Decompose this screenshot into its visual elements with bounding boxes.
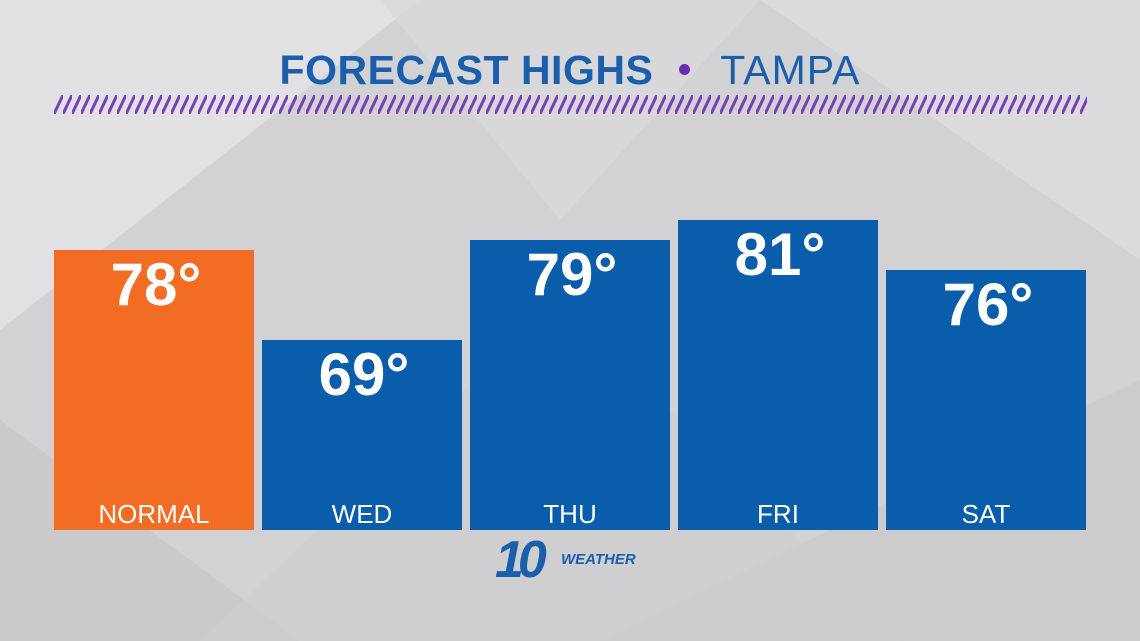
bar-group-thu: 79° THU [470, 240, 670, 530]
logo-number: 10 [495, 533, 547, 581]
bar-group-normal: 78° NORMAL [54, 250, 254, 530]
bar-group-wed: 69° WED [262, 340, 462, 530]
logo-text: WEATHER [561, 551, 636, 568]
hatch-divider [54, 95, 1087, 114]
chart-title: FORECAST HIGHS [279, 47, 654, 93]
bar-group-fri: 81° FRI [678, 220, 878, 530]
bar-fri [678, 220, 878, 530]
chart-header: FORECAST HIGHS TAMPA [0, 40, 1140, 100]
bullet-dot-icon [679, 63, 691, 75]
bar-category-label: FRI [757, 499, 799, 529]
bar-category-label: THU [543, 499, 596, 529]
bar-sat [886, 270, 1086, 530]
chart-subtitle: TAMPA [720, 47, 861, 93]
weather-logo: 10 WEATHER [495, 533, 636, 581]
bar-value-label: 78° [111, 251, 202, 318]
bar-group-sat: 76° SAT [886, 270, 1086, 530]
bar-value-label: 81° [735, 221, 826, 288]
bar-value-label: 79° [527, 241, 618, 308]
bar-thu [470, 240, 670, 530]
bar-wed [262, 340, 462, 530]
bar-value-label: 76° [943, 271, 1034, 338]
bar-category-label: WED [332, 499, 393, 529]
bar-value-label: 69° [319, 341, 410, 408]
bar-category-label: NORMAL [98, 499, 209, 529]
bar-normal [54, 250, 254, 530]
bar-category-label: SAT [962, 499, 1011, 529]
